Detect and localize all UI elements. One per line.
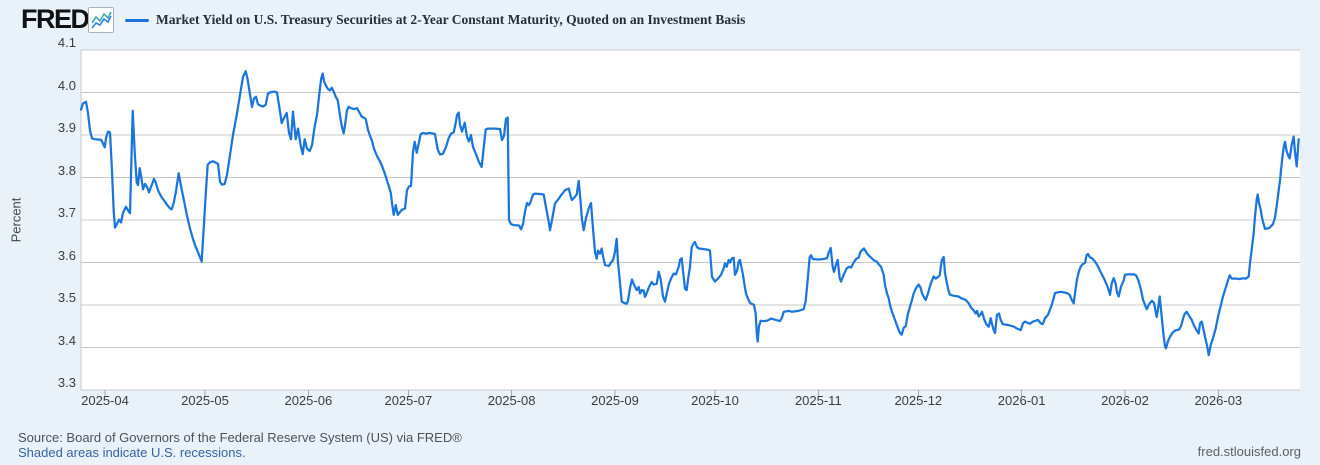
y-tick-label: 4.0 [57, 77, 76, 93]
fred-logo-chart-icon [88, 7, 114, 33]
y-tick-label: 3.4 [57, 332, 76, 348]
y-tick-label: 3.5 [57, 290, 76, 305]
fred-logo[interactable]: FRED [21, 4, 93, 35]
x-tick-label: 2025-10 [691, 393, 739, 408]
x-tick-label: 2025-04 [81, 393, 129, 408]
y-tick-label: 3.9 [57, 120, 76, 135]
source-note: Source: Board of Governors of the Federa… [18, 430, 462, 445]
x-tick-label: 2025-07 [384, 393, 433, 408]
y-tick-label: 3.3 [57, 375, 76, 390]
y-tick-label: 3.7 [57, 205, 76, 220]
y-tick-label: 3.6 [57, 247, 76, 263]
legend-line-swatch [125, 18, 149, 22]
site-url: fred.stlouisfed.org [1197, 444, 1301, 459]
series-line [79, 70, 1300, 357]
x-tick-label: 2025-09 [591, 393, 639, 408]
y-tick-label: 3.8 [57, 162, 76, 178]
x-tick-label: 2025-06 [284, 393, 333, 408]
x-tick-label: 2025-08 [487, 393, 536, 408]
x-tick-label: 2025-05 [181, 393, 229, 408]
x-tick-label: 2025-11 [794, 393, 842, 408]
x-tick-label: 2026-03 [1194, 393, 1243, 408]
fred-logo-text: FRED [21, 4, 90, 34]
x-tick-label: 2026-01 [997, 393, 1046, 408]
recessions-link[interactable]: Shaded areas indicate U.S. recessions. [18, 445, 246, 460]
header: FRED Market Yield on U.S. Treasury Secur… [0, 0, 1320, 38]
x-tick-label: 2026-02 [1101, 393, 1149, 408]
legend: Market Yield on U.S. Treasury Securities… [125, 11, 745, 29]
line-chart-icon [91, 11, 112, 29]
y-tick-label: 4.1 [57, 35, 76, 50]
series-title: Market Yield on U.S. Treasury Securities… [156, 12, 746, 27]
x-tick-label: 2025-12 [894, 393, 943, 408]
